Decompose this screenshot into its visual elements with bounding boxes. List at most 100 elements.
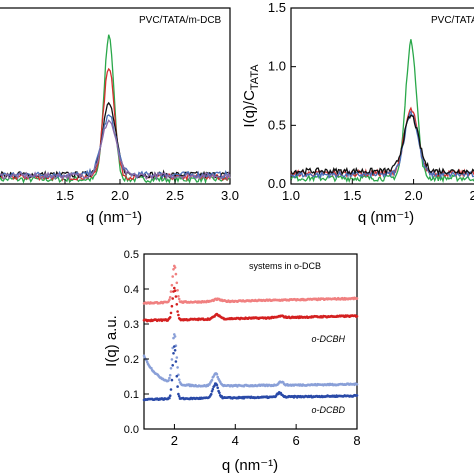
data-point <box>177 392 180 396</box>
data-point <box>172 268 175 271</box>
data-point <box>170 358 174 361</box>
y-tick-label: 1.0 <box>268 59 286 74</box>
x-axis-label: q (nm⁻¹) <box>222 457 278 474</box>
series-line-black <box>290 114 474 177</box>
y-axis-label: I(q) a.u. <box>103 315 120 367</box>
data-point <box>176 289 179 292</box>
data-point <box>355 394 359 397</box>
data-point <box>168 316 172 319</box>
data-point <box>145 358 148 362</box>
x-tick-label: 2.0 <box>405 188 423 203</box>
series-line-red <box>290 106 474 179</box>
data-point <box>210 390 214 393</box>
data-point <box>355 297 359 300</box>
plot-frame <box>290 7 474 185</box>
x-tick-label: 2.5 <box>166 188 184 203</box>
data-point <box>169 367 173 370</box>
data-point <box>355 315 359 318</box>
y-tick-label: 0.3 <box>124 319 139 331</box>
data-point <box>172 352 175 355</box>
data-point <box>170 283 174 287</box>
y-tick-label: 1.5 <box>268 0 286 15</box>
series-line-green <box>0 34 231 185</box>
panel-annotation: PVC/TATA <box>431 15 474 26</box>
data-point <box>174 360 178 363</box>
data-point <box>175 303 179 306</box>
data-point <box>177 313 180 317</box>
series-line-green <box>290 39 474 184</box>
data-point <box>355 383 359 386</box>
y-tick-label: 0.5 <box>124 249 139 261</box>
data-point <box>210 378 214 382</box>
data-point <box>173 335 177 338</box>
data-point <box>215 383 219 387</box>
x-tick-label: 4 <box>232 433 239 448</box>
data-point <box>173 266 177 269</box>
plot-frame <box>0 7 231 185</box>
data-point <box>176 310 179 313</box>
data-point <box>167 379 170 382</box>
y-tick-label: 0.0 <box>268 176 286 191</box>
data-point <box>172 336 175 340</box>
data-point <box>171 364 174 367</box>
data-point <box>168 376 171 380</box>
x-tick-label: 1.5 <box>343 188 361 203</box>
data-point <box>173 333 176 336</box>
data-point <box>177 297 181 301</box>
y-tick-label: 0.5 <box>268 117 286 132</box>
y-tick-label: 0.2 <box>124 354 139 366</box>
data-point <box>177 295 180 298</box>
data-point <box>218 391 221 395</box>
data-point <box>173 345 176 348</box>
x-tick-label: 2 <box>171 433 178 448</box>
data-point <box>175 356 179 359</box>
data-point <box>171 297 174 300</box>
panel-top-right: 1.0 1.5 2.0 2. 0.0 0.5 1.0 1.5 PVC/TATA q (nm⁻… <box>241 0 474 226</box>
data-point <box>169 290 173 293</box>
data-point <box>173 289 177 293</box>
data-point <box>173 286 176 290</box>
data-point <box>170 304 174 308</box>
y-tick-label: 0.4 <box>124 284 139 296</box>
data-point <box>216 375 219 379</box>
series-light_red <box>142 264 359 305</box>
x-tick-label: 1.5 <box>56 188 74 203</box>
plot-frame <box>143 253 358 430</box>
data-point <box>176 385 179 388</box>
data-point <box>168 394 172 398</box>
data-point <box>173 349 177 352</box>
data-point <box>176 366 179 369</box>
x-axis-label: q (nm⁻¹) <box>358 209 414 226</box>
data-point <box>168 298 171 302</box>
series-line-purple <box>0 119 231 182</box>
series-label-o-DCBD: o-DCBD <box>311 405 345 415</box>
panel-bottom: 2 4 6 8 0.0 0.1 0.2 0.3 0.4 0.5 systems in o-DCB… <box>103 249 361 474</box>
data-point <box>169 388 173 391</box>
series-label-o-DCBH: o-DCBH <box>311 334 345 344</box>
data-point <box>169 311 173 315</box>
panel-annotation: systems in o-DCB <box>249 261 321 271</box>
data-point <box>168 373 172 377</box>
data-point <box>171 275 174 278</box>
data-point <box>216 386 219 390</box>
series-light_blue <box>142 333 359 388</box>
x-tick-label: 3.0 <box>221 188 239 203</box>
y-tick-label: 0.1 <box>124 389 139 401</box>
data-point <box>168 296 172 299</box>
data-point <box>150 366 153 370</box>
data-point <box>209 392 213 396</box>
series-dark_blue <box>142 345 359 402</box>
x-tick-label: 6 <box>293 433 300 448</box>
x-axis-label: q (nm⁻¹) <box>86 209 142 226</box>
x-tick-label: 1.0 <box>282 188 300 203</box>
data-point <box>175 374 179 378</box>
panel-annotation: PVC/TATA/m-DCB <box>139 15 222 26</box>
data-point <box>174 295 178 298</box>
panel-top-left: 1.5 2.0 2.5 3.0 PVC/TATA/m-DCB q (nm⁻¹) <box>0 7 239 226</box>
data-point <box>177 378 181 382</box>
x-tick-label: 8 <box>353 433 360 448</box>
data-point <box>211 387 215 391</box>
data-point <box>215 372 219 376</box>
x-tick-label: 2.0 <box>111 188 129 203</box>
